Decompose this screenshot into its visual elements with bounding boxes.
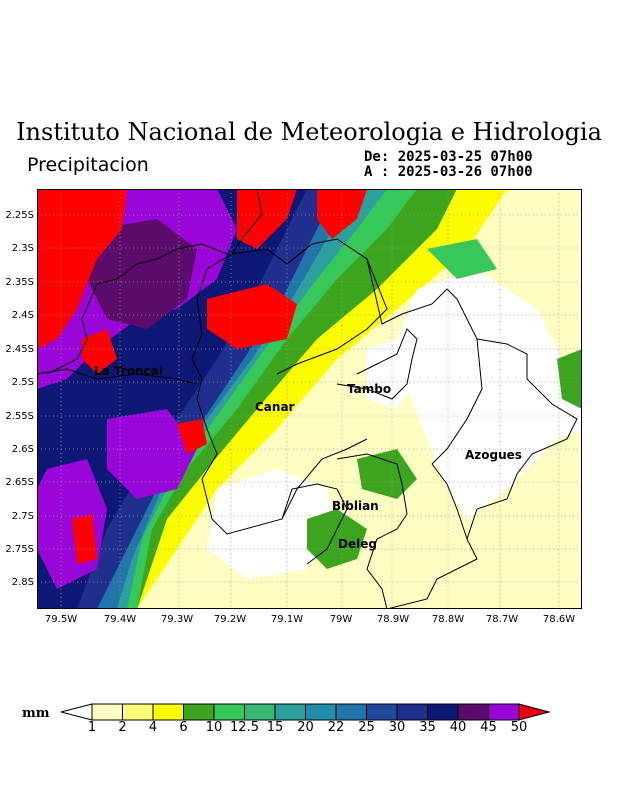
colorbar-arrow-low [60, 703, 93, 721]
x-tick-label: 78.8W [431, 614, 465, 625]
y-tick-label: 2.25S [5, 210, 34, 221]
x-tick-label: 79W [329, 614, 353, 625]
colorbar-swatch [366, 703, 398, 721]
colorbar-swatch [244, 703, 276, 721]
y-tick-label: 2.5S [11, 377, 34, 388]
place-label-biblian: Biblian [332, 499, 379, 513]
date-to: A : 2025-03-26 07h00 [364, 164, 533, 180]
colorbar-label: 20 [297, 720, 314, 735]
x-tick-label: 79.3W [160, 614, 194, 625]
colorbar-swatch [91, 703, 123, 721]
y-tick-label: 2.4S [11, 310, 34, 321]
place-label-deleg: Deleg [338, 537, 377, 551]
y-tick-label: 2.65S [5, 477, 34, 488]
colorbar-swatch [122, 703, 154, 721]
colorbar-swatch [152, 703, 184, 721]
date-from: De: 2025-03-25 07h00 [364, 149, 533, 165]
colorbar-swatch [457, 703, 489, 721]
place-label-azogues: Azogues [465, 448, 522, 462]
colorbar-label: 15 [266, 720, 284, 735]
colorbar-label: 4 [148, 720, 158, 735]
y-tick-label: 2.3S [11, 243, 34, 254]
x-tick-label: 79.5W [44, 614, 78, 625]
colorbar-label: 22 [327, 720, 345, 735]
colorbar-swatch [274, 703, 306, 721]
colorbar-swatch [488, 703, 520, 721]
colorbar-unit: mm [22, 706, 50, 721]
colorbar-swatch [305, 703, 337, 721]
date-range: De: 2025-03-25 07h00 A : 2025-03-26 07h0… [364, 150, 533, 180]
colorbar-label: 35 [419, 720, 436, 735]
x-tick-label: 79.1W [270, 614, 304, 625]
colorbar [60, 703, 551, 721]
colorbar-swatch [396, 703, 428, 721]
colorbar-label: 1 [87, 720, 97, 735]
x-tick-label: 79.2W [213, 614, 247, 625]
colorbar-label: 12.5 [230, 720, 259, 735]
place-label-la-troncal: La Troncal [94, 364, 163, 378]
colorbar-label: 2 [118, 720, 127, 735]
colorbar-label: 6 [179, 720, 188, 735]
y-tick-label: 2.7S [11, 511, 34, 522]
precipitation-map: La Troncal Tambo Canar Azogues Biblian D… [37, 189, 582, 609]
x-tick-label: 78.9W [376, 614, 410, 625]
x-tick-label: 78.7W [485, 614, 519, 625]
y-tick-label: 2.35S [5, 277, 34, 288]
colorbar-arrow-high [518, 703, 551, 721]
colorbar-swatch [335, 703, 367, 721]
y-tick-label: 2.75S [5, 544, 34, 555]
x-tick-label: 79.4W [103, 614, 137, 625]
y-tick-label: 2.8S [11, 577, 34, 588]
x-tick-label: 78.6W [542, 614, 576, 625]
y-tick-label: 2.6S [11, 444, 34, 455]
colorbar-swatch [427, 703, 459, 721]
colorbar-label: 40 [449, 720, 467, 735]
colorbar-label: 10 [205, 720, 223, 735]
map-title: Instituto Nacional de Meteorologia e Hid… [16, 118, 602, 146]
colorbar-label: 50 [510, 720, 528, 735]
colorbar-label: 25 [358, 720, 375, 735]
precipitation-field [37, 189, 582, 609]
place-label-tambo: Tambo [347, 382, 392, 396]
y-tick-label: 2.45S [5, 344, 34, 355]
y-tick-label: 2.55S [5, 411, 34, 422]
colorbar-swatch [183, 703, 215, 721]
variable-subtitle: Precipitacion [27, 154, 149, 176]
colorbar-label: 30 [388, 720, 406, 735]
colorbar-label: 45 [480, 720, 497, 735]
place-label-canar: Canar [255, 400, 295, 414]
colorbar-swatch [213, 703, 245, 721]
